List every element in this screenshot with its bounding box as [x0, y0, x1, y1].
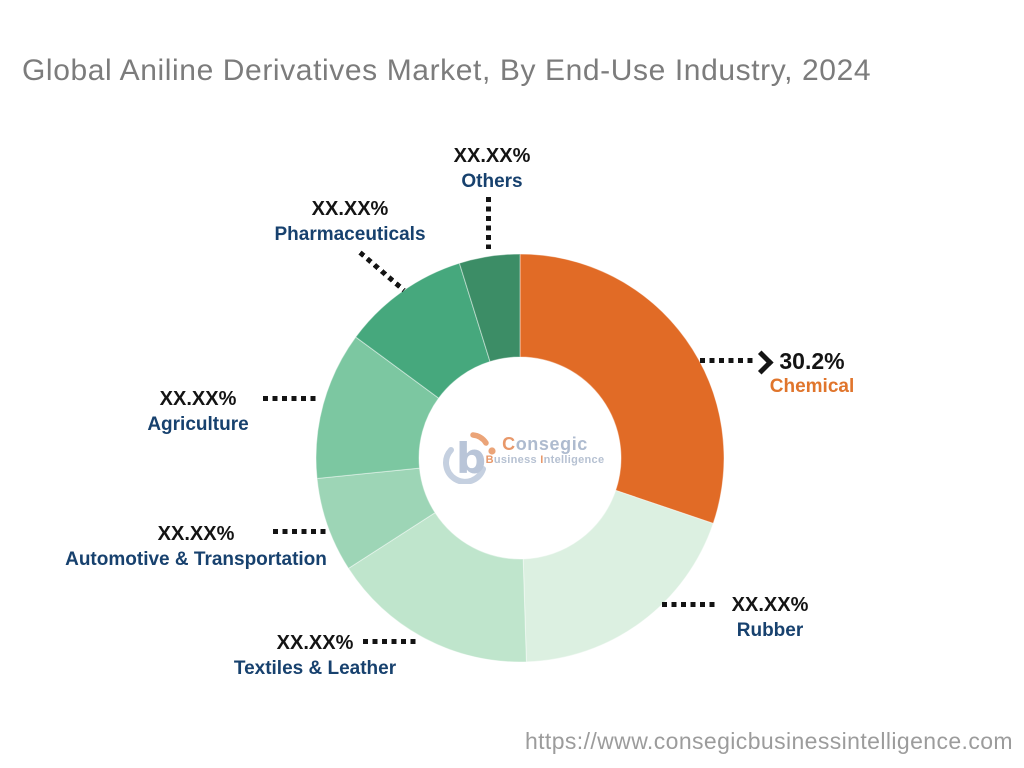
segment-name: Chemical [769, 376, 855, 397]
label-automotive-transportation: XX.XX% Automotive & Transportation [65, 521, 327, 573]
connector-chemical [700, 358, 753, 363]
connector-others [486, 197, 491, 249]
segment-value: 30.2% [779, 348, 845, 374]
chart-title: Global Aniline Derivatives Market, By En… [22, 54, 872, 87]
segment-value: XX.XX% [311, 198, 389, 220]
label-agriculture: XX.XX% Agriculture [147, 386, 248, 438]
donut-chart [315, 253, 725, 663]
connector-automotive [273, 529, 330, 534]
donut-segment-agriculture [315, 336, 440, 480]
segment-value: XX.XX% [157, 523, 235, 545]
segment-value: XX.XX% [159, 388, 237, 410]
label-textiles-leather: XX.XX% Textiles & Leather [234, 630, 396, 682]
consegic-logo: b Consegic Business Intelligence [438, 420, 628, 484]
connector-rubber [662, 602, 718, 607]
segment-name: Textiles & Leather [233, 658, 397, 679]
donut-segment-chemical [519, 253, 725, 525]
segment-value: XX.XX% [731, 594, 809, 616]
donut-segment-others [458, 253, 521, 363]
label-chemical: 30.2% Chemical [770, 348, 854, 400]
connector-textiles [363, 639, 420, 644]
donut-segment-pharmaceuticals [355, 262, 491, 399]
segment-name: Automotive & Transportation [65, 549, 327, 570]
consegic-logo-icon: b [443, 432, 496, 484]
donut-segment-textiles-leather [347, 511, 527, 663]
label-rubber: XX.XX% Rubber [732, 592, 809, 644]
logo-subtitle: Business Intelligence [485, 454, 605, 466]
logo-brand: Consegic [502, 434, 588, 454]
segment-value: XX.XX% [276, 632, 354, 654]
label-others: XX.XX% Others [454, 143, 531, 195]
donut-segment-automotive-transportation [316, 467, 436, 570]
connector-agriculture [263, 396, 319, 401]
segment-name: Pharmaceuticals [274, 224, 426, 245]
segment-value: XX.XX% [453, 145, 531, 167]
svg-text:b: b [456, 434, 486, 483]
label-pharmaceuticals: XX.XX% Pharmaceuticals [274, 196, 425, 248]
segment-name: Others [461, 171, 523, 192]
donut-segment-rubber [522, 489, 714, 663]
segment-name: Agriculture [147, 414, 249, 435]
segment-name: Rubber [736, 620, 804, 641]
website-url[interactable]: https://www.consegicbusinessintelligence… [524, 728, 1013, 754]
